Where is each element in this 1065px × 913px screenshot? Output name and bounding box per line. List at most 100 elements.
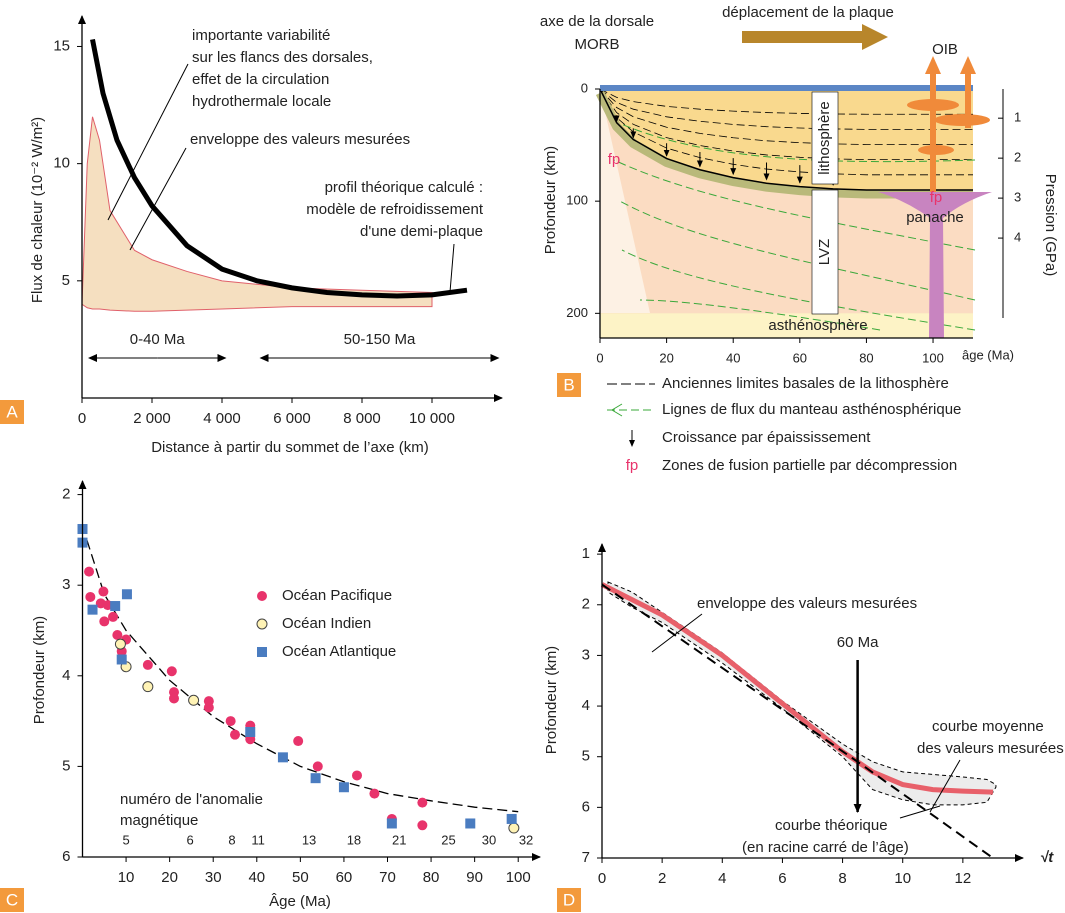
point: [188, 694, 200, 706]
leader: [449, 243, 455, 293]
point: [369, 788, 380, 799]
note: courbe théorique: [775, 817, 888, 834]
x-tick-label: 80: [423, 869, 440, 886]
point: [85, 591, 96, 602]
magma-arrow: [960, 56, 976, 74]
legend-label: Océan Pacifique: [282, 587, 392, 604]
x-tick-label: 80: [859, 350, 873, 365]
flow-line: [611, 119, 976, 163]
y2-tick-label: 4: [1014, 230, 1021, 245]
leader: [107, 63, 189, 221]
y-tick-label: 200: [566, 305, 588, 320]
note: (en racine carré de l’âge): [742, 839, 909, 856]
legend-symbol: fp: [626, 457, 639, 474]
old-limit: [599, 88, 973, 161]
point: [310, 773, 321, 784]
x-tick-label: 10 000: [409, 410, 455, 427]
y2-tick-label: 3: [1014, 190, 1021, 205]
series-line: [90, 38, 468, 299]
note: sur les flancs des dorsales,: [192, 49, 373, 66]
y-label: Profondeur (km): [31, 616, 48, 724]
x-tick-label: 2 000: [133, 410, 171, 427]
y-tick-label: 3: [62, 576, 70, 593]
x-tick-label: 0: [596, 350, 603, 365]
y-tick-label: 2: [582, 596, 590, 613]
legend-label: Océan Indien: [282, 615, 371, 632]
y-tick-label: 0: [581, 80, 588, 95]
y-tick-label: 2: [62, 486, 70, 503]
anomaly-label: 30: [482, 832, 496, 847]
region-label: fp: [930, 189, 943, 206]
y-tick-label: 5: [62, 757, 70, 774]
x-tick-label: 10: [894, 870, 911, 887]
label-box: [811, 189, 839, 315]
legend-symbol: [611, 403, 623, 417]
x-tick-label: 100: [506, 869, 531, 886]
y-tick-label: 10: [53, 155, 70, 172]
x-tick-label: 8: [838, 870, 846, 887]
old-limit: [599, 88, 973, 130]
point: [230, 729, 240, 740]
period-label: 50-150 Ma: [344, 331, 416, 348]
anomaly-label: 8: [228, 832, 235, 847]
region-label: LVZ: [816, 239, 833, 265]
anomaly-label: 11: [251, 832, 265, 847]
note: numéro de l'anomalie: [120, 791, 263, 808]
legend-label: Croissance par épaississement: [662, 429, 871, 446]
note: modèle de refroidissement: [306, 201, 484, 218]
top-label: MORB: [575, 36, 620, 53]
top-label: déplacement de la plaque: [722, 4, 894, 21]
legend-label: Zones de fusion partielle par décompress…: [662, 457, 957, 474]
point: [99, 616, 110, 627]
x-tick-label: 4 000: [203, 410, 241, 427]
panel-letter: D: [563, 890, 575, 909]
magma: [934, 114, 990, 126]
magma: [930, 72, 936, 192]
old-limit: [599, 88, 973, 115]
y-label: Profondeur (km): [543, 646, 560, 754]
point: [169, 693, 179, 704]
legend-label: Lignes de flux du manteau asthénosphériq…: [662, 401, 961, 418]
x-tick-label: 70: [379, 869, 396, 886]
x-tick-label: 2: [658, 870, 666, 887]
point: [386, 818, 397, 829]
anomaly-label: 13: [302, 832, 316, 847]
point: [108, 611, 118, 622]
anomaly-label: 25: [441, 832, 455, 847]
point: [98, 586, 109, 597]
x-unit: âge (Ma): [962, 347, 1014, 362]
note: des valeurs mesurées: [917, 740, 1064, 757]
point: [110, 601, 121, 612]
note: d'une demi-plaque: [360, 223, 483, 240]
point: [116, 654, 127, 665]
panel-letter: A: [6, 402, 18, 421]
y2-label: Pression (GPa): [1042, 174, 1059, 277]
note: importante variabilité: [192, 27, 330, 44]
ridge-fade: [600, 89, 650, 313]
x-tick-label: 10: [118, 869, 135, 886]
x-tick-label: 40: [248, 869, 265, 886]
x-tick-label: 40: [726, 350, 740, 365]
flow-line: [617, 199, 976, 301]
point: [245, 726, 256, 737]
anomaly-label: 32: [519, 832, 533, 847]
plume: [878, 192, 992, 338]
anomaly-label: 21: [392, 832, 406, 847]
flow-line: [613, 159, 976, 251]
x-tick-label: 30: [205, 869, 222, 886]
theory-curve: [86, 539, 519, 813]
point: [84, 566, 95, 577]
magma: [965, 72, 971, 128]
y-label: Profondeur (km): [542, 146, 559, 254]
note: effet de la circulation: [192, 71, 329, 88]
x-tick-label: 8 000: [343, 410, 381, 427]
y-tick-label: 100: [566, 193, 588, 208]
point: [203, 702, 214, 713]
note: magnétique: [120, 812, 198, 829]
point: [277, 752, 288, 763]
leader: [929, 759, 961, 813]
x-tick-label: 12: [955, 870, 972, 887]
period-label: 0-40 Ma: [130, 331, 186, 348]
x-label: √t: [1040, 849, 1054, 866]
x-tick-label: 60: [793, 350, 807, 365]
